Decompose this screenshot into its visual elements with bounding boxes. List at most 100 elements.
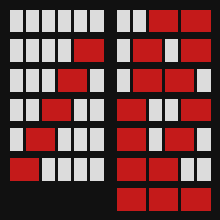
Bar bbox=[89, 67, 105, 93]
Bar bbox=[42, 158, 55, 181]
Bar bbox=[149, 158, 178, 181]
Bar bbox=[181, 99, 211, 121]
Bar bbox=[74, 99, 87, 121]
Bar bbox=[74, 158, 87, 181]
Bar bbox=[181, 9, 211, 32]
Bar bbox=[165, 39, 178, 62]
Bar bbox=[8, 8, 24, 34]
Bar bbox=[165, 128, 194, 151]
Bar bbox=[58, 69, 87, 92]
Bar bbox=[26, 128, 55, 151]
Bar bbox=[24, 67, 40, 93]
Bar bbox=[196, 157, 212, 182]
Bar bbox=[73, 38, 105, 63]
Bar bbox=[117, 9, 130, 32]
Bar bbox=[24, 127, 57, 153]
Bar bbox=[131, 38, 163, 63]
Bar bbox=[58, 128, 71, 151]
Bar bbox=[133, 69, 162, 92]
Bar bbox=[26, 99, 39, 121]
Bar bbox=[117, 99, 146, 121]
Bar bbox=[197, 128, 211, 151]
Bar bbox=[57, 8, 73, 34]
Bar bbox=[180, 8, 212, 34]
Bar bbox=[147, 157, 180, 182]
Bar bbox=[57, 127, 73, 153]
Bar bbox=[58, 158, 71, 181]
Bar bbox=[147, 127, 163, 153]
Bar bbox=[40, 157, 57, 182]
Bar bbox=[40, 67, 57, 93]
Bar bbox=[180, 38, 212, 63]
Bar bbox=[73, 127, 89, 153]
Bar bbox=[149, 188, 178, 211]
Bar bbox=[115, 186, 147, 212]
Bar bbox=[8, 127, 24, 153]
Bar bbox=[73, 97, 89, 123]
Bar bbox=[73, 8, 89, 34]
Bar bbox=[42, 39, 55, 62]
Bar bbox=[58, 9, 71, 32]
Bar bbox=[90, 99, 103, 121]
Bar bbox=[197, 69, 211, 92]
Bar bbox=[57, 38, 73, 63]
Bar bbox=[24, 8, 40, 34]
Bar bbox=[40, 8, 57, 34]
Bar bbox=[115, 157, 147, 182]
Bar bbox=[181, 39, 211, 62]
Bar bbox=[133, 39, 162, 62]
Bar bbox=[181, 158, 194, 181]
Bar bbox=[149, 128, 162, 151]
Bar bbox=[117, 158, 146, 181]
Bar bbox=[26, 69, 39, 92]
Bar bbox=[117, 69, 130, 92]
Bar bbox=[90, 9, 103, 32]
Bar bbox=[42, 99, 71, 121]
Bar bbox=[163, 97, 180, 123]
Bar bbox=[40, 38, 57, 63]
Bar bbox=[165, 69, 194, 92]
Bar bbox=[196, 67, 212, 93]
Bar bbox=[26, 39, 39, 62]
Bar bbox=[74, 39, 103, 62]
Bar bbox=[163, 38, 180, 63]
Bar bbox=[115, 97, 147, 123]
Bar bbox=[40, 97, 73, 123]
Bar bbox=[9, 39, 23, 62]
Bar bbox=[180, 97, 212, 123]
Bar bbox=[42, 69, 55, 92]
Bar bbox=[115, 8, 131, 34]
Bar bbox=[73, 157, 89, 182]
Bar bbox=[181, 188, 211, 211]
Bar bbox=[9, 69, 23, 92]
Bar bbox=[149, 9, 178, 32]
Bar bbox=[115, 67, 131, 93]
Bar bbox=[117, 128, 146, 151]
Bar bbox=[180, 186, 212, 212]
Bar bbox=[131, 8, 147, 34]
Bar bbox=[117, 39, 130, 62]
Bar bbox=[9, 9, 23, 32]
Bar bbox=[57, 157, 73, 182]
Bar bbox=[131, 67, 163, 93]
Bar bbox=[163, 127, 196, 153]
Bar bbox=[133, 9, 146, 32]
Bar bbox=[8, 97, 24, 123]
Bar bbox=[9, 99, 23, 121]
Bar bbox=[8, 38, 24, 63]
Bar bbox=[90, 69, 103, 92]
Bar bbox=[42, 9, 55, 32]
Bar bbox=[115, 38, 131, 63]
Bar bbox=[74, 128, 87, 151]
Bar bbox=[149, 99, 162, 121]
Bar bbox=[74, 9, 87, 32]
Bar bbox=[147, 97, 163, 123]
Bar bbox=[115, 127, 147, 153]
Bar bbox=[147, 8, 180, 34]
Bar bbox=[147, 186, 180, 212]
Bar bbox=[117, 188, 146, 211]
Bar bbox=[57, 67, 89, 93]
Bar bbox=[9, 158, 39, 181]
Bar bbox=[90, 128, 103, 151]
Bar bbox=[165, 99, 178, 121]
